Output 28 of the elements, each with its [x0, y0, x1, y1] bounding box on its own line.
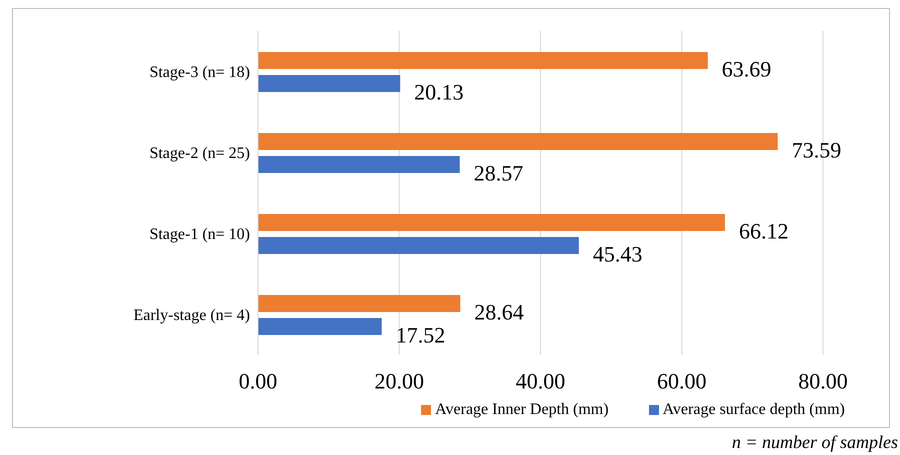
y-tick-label: Stage-3 (n= 18)	[149, 64, 250, 82]
x-tick-label: 80.00	[798, 368, 848, 394]
bar	[258, 156, 460, 173]
bar	[258, 52, 708, 69]
text: n = number of samples	[730, 432, 898, 453]
bar	[258, 318, 382, 335]
bar	[258, 214, 725, 231]
data-label: 28.57	[474, 160, 524, 186]
data-label: 66.12	[738, 218, 788, 244]
bar	[258, 75, 400, 92]
legend-label: Average Inner Depth (mm)	[435, 401, 609, 418]
y-tick-label: Stage-1 (n= 10)	[149, 226, 250, 244]
bar	[258, 295, 460, 312]
data-label: 45.43	[592, 241, 642, 266]
y-tick-label: Stage-2 (n= 25)	[149, 145, 250, 162]
data-label: 28.64	[474, 299, 524, 324]
data-label: 73.59	[792, 137, 842, 162]
data-label: 63.69	[722, 56, 772, 82]
x-tick-label: 60.00	[657, 368, 706, 394]
legend-label: Average surface depth (mm)	[662, 401, 845, 418]
data-label: 20.13	[414, 79, 464, 104]
data-label: 17.52	[396, 322, 446, 348]
x-tick-label: 40.00	[516, 368, 566, 394]
bar	[258, 237, 579, 254]
bar	[258, 133, 778, 150]
x-tick-label: 0.00	[238, 368, 278, 394]
y-tick-label: Early-stage (n= 4)	[133, 307, 250, 324]
x-tick-label: 20.00	[374, 368, 424, 394]
